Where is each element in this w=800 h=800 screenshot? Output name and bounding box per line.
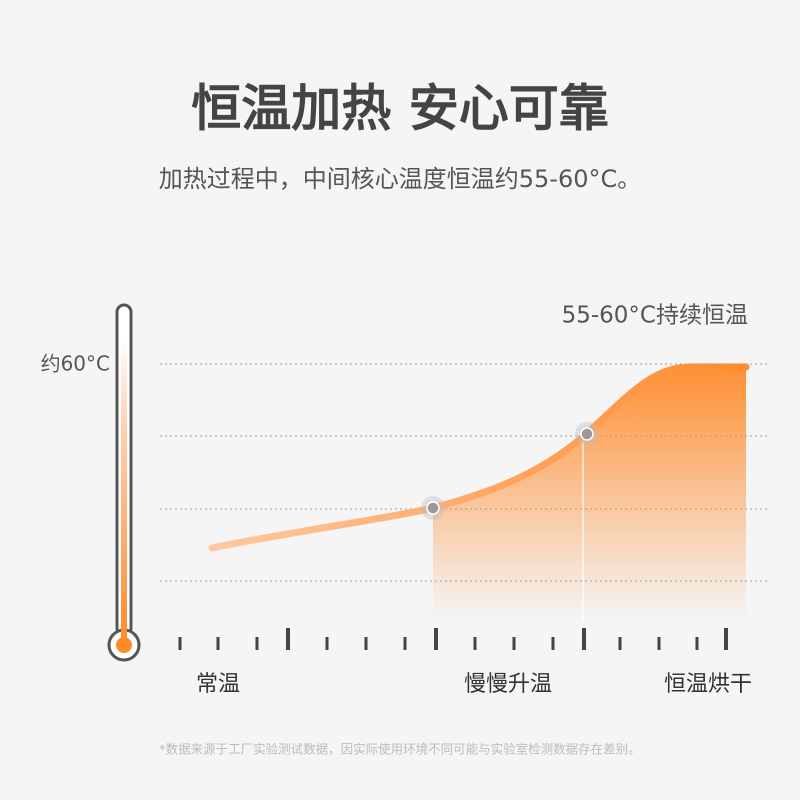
- subtitle: 加热过程中，中间核心温度恒温约55-60°C。: [159, 165, 642, 193]
- annotation: 55-60°C持续恒温: [562, 303, 748, 329]
- ticks: [178, 628, 728, 650]
- title: 恒温加热 安心可靠: [191, 80, 608, 138]
- stage-label: 恒温烘干: [664, 672, 752, 697]
- stage-label: 常温: [196, 672, 240, 697]
- thermometer-label: 约60°C: [41, 352, 110, 376]
- points: [421, 422, 599, 520]
- footnote: *数据来源于工厂实验测试数据，因实际使用环境不同可能与实验室检测数据存在差别。: [159, 742, 640, 757]
- stage-label: 慢慢升温: [464, 672, 552, 697]
- heat-area: [433, 367, 746, 620]
- thermometer: [107, 303, 141, 662]
- temperature-curve: [208, 363, 750, 552]
